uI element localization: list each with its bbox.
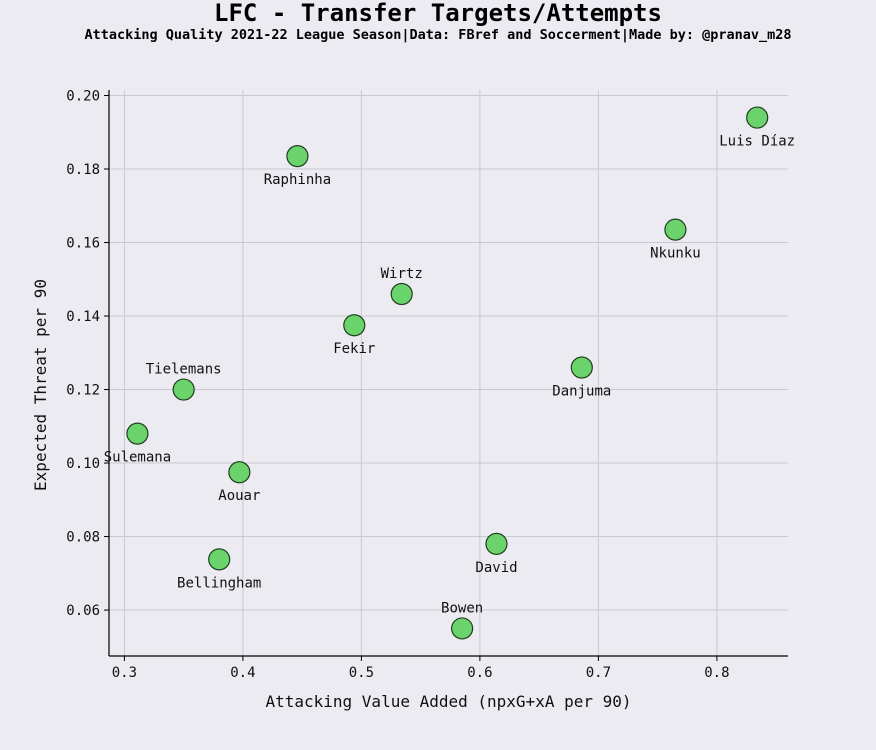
- x-tick-label: 0.5: [349, 665, 374, 681]
- scatter-point: [570, 356, 593, 379]
- scatter-point: [343, 314, 366, 337]
- x-tick-label: 0.4: [230, 665, 255, 681]
- chart-title: LFC - Transfer Targets/Attempts: [214, 0, 662, 27]
- x-tick-label: 0.7: [586, 665, 611, 681]
- scatter-point: [451, 617, 474, 640]
- ticks: 0.3 0.4 0.5 0.6 0.7 0.8 0.06 0.08 0.10 0.12 0.14 0.…: [66, 89, 729, 681]
- y-tick-label: 0.06: [66, 603, 100, 619]
- y-tick-label: 0.12: [66, 383, 100, 399]
- y-tick-label: 0.14: [66, 309, 100, 325]
- axes: [108, 90, 788, 657]
- point-label: Wirtz: [381, 266, 423, 282]
- point-label: Danjuma: [552, 383, 611, 399]
- point-label: Raphinha: [264, 172, 331, 188]
- y-tick-label: 0.10: [66, 456, 100, 472]
- scatter-point: [664, 218, 687, 241]
- scatter-point: [228, 461, 251, 484]
- scatter-point: [286, 145, 309, 168]
- scatter-point: [746, 106, 769, 129]
- point-label: Sulemana: [104, 450, 171, 466]
- grid: [109, 90, 788, 656]
- x-tick-label: 0.3: [112, 665, 137, 681]
- scatter-point: [126, 422, 149, 445]
- point-labels: Luis Díaz Raphinha Nkunku Wirtz Fekir Danjuma…: [104, 134, 795, 617]
- point-label: David: [475, 560, 517, 576]
- scatter-point: [208, 548, 231, 571]
- point-label: Nkunku: [650, 246, 701, 262]
- data-points: [126, 106, 769, 640]
- y-tick-label: 0.08: [66, 530, 100, 546]
- y-tick-label: 0.16: [66, 236, 100, 252]
- scatter-point: [172, 378, 195, 401]
- x-tick-label: 0.8: [704, 665, 729, 681]
- point-label: Fekir: [333, 341, 375, 357]
- scatter-point: [485, 532, 508, 556]
- y-tick-label: 0.20: [66, 89, 100, 105]
- point-label: Luis Díaz: [719, 134, 795, 150]
- point-label: Bowen: [441, 600, 483, 616]
- scatter-point: [390, 282, 413, 306]
- point-label: Bellingham: [177, 575, 261, 591]
- point-label: Tielemans: [146, 362, 222, 378]
- chart-subtitle: Attacking Quality 2021-22 League Season|…: [84, 27, 792, 43]
- x-tick-label: 0.6: [467, 665, 492, 681]
- point-label: Aouar: [218, 488, 260, 504]
- y-axis-label: Expected Threat per 90: [31, 279, 50, 491]
- y-tick-label: 0.18: [66, 162, 100, 178]
- x-axis-label: Attacking Value Added (npxG+xA per 90): [265, 692, 631, 711]
